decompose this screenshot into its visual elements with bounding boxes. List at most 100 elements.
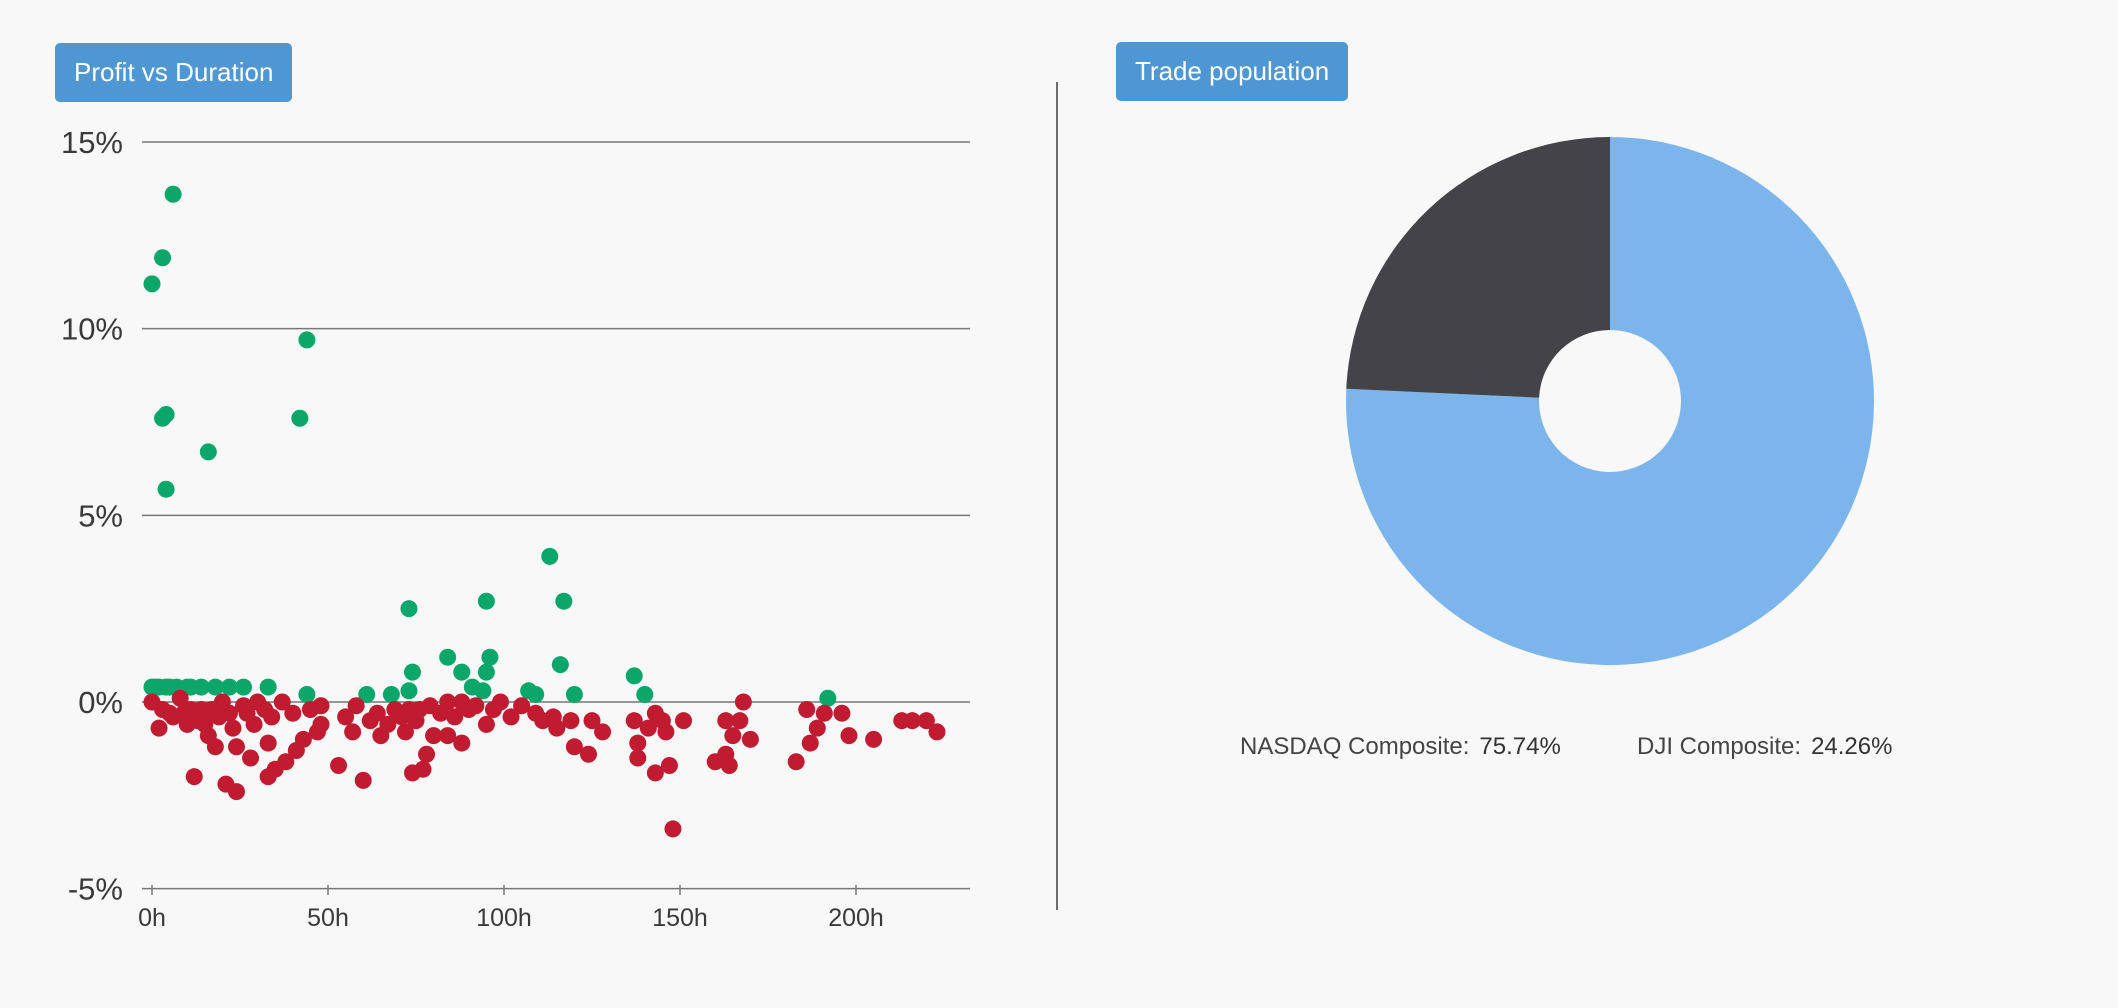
scatter-point-loss xyxy=(583,712,601,730)
scatter-point-loss xyxy=(639,719,657,737)
scatter-point-loss xyxy=(263,708,281,726)
panel-divider xyxy=(1056,82,1058,910)
scatter-point-profit xyxy=(819,689,837,707)
scatter-point-profit xyxy=(477,592,495,610)
scatter-point-loss xyxy=(787,753,805,771)
scatter-point-profit xyxy=(403,663,421,681)
scatter-point-loss xyxy=(917,712,935,730)
scatter-point-loss xyxy=(625,712,643,730)
scatter-point-profit xyxy=(298,686,316,704)
scatter-point-loss xyxy=(347,697,365,715)
scatter-point-loss xyxy=(277,753,295,771)
scatter-point-loss xyxy=(354,771,372,789)
scatter-chart-title: Profit vs Duration xyxy=(55,43,293,102)
scatter-point-profit xyxy=(164,185,182,203)
scatter-point-profit xyxy=(474,682,492,700)
scatter-point-loss xyxy=(227,738,245,756)
scatter-point-loss xyxy=(273,693,291,711)
scatter-point-loss xyxy=(242,749,260,767)
scatter-point-loss xyxy=(227,783,245,801)
scatter-point-loss xyxy=(224,719,242,737)
x-tick-label: 50h xyxy=(307,904,349,932)
scatter-point-loss xyxy=(660,756,678,774)
scatter-point-loss xyxy=(414,760,432,778)
scatter-point-profit xyxy=(477,663,495,681)
scatter-point-loss xyxy=(312,715,330,733)
scatter-point-loss xyxy=(171,689,189,707)
scatter-point-profit xyxy=(453,663,471,681)
legend-label-nasdaq: NASDAQ Composite: xyxy=(1240,733,1470,760)
pie-chart-title: Trade population xyxy=(1116,42,1349,101)
scatter-point-loss xyxy=(720,756,738,774)
scatter-point-profit xyxy=(199,443,217,461)
scatter-point-loss xyxy=(629,734,647,752)
scatter-point-loss xyxy=(467,697,485,715)
scatter-point-profit xyxy=(206,678,224,696)
x-tick-label: 100h xyxy=(476,904,532,932)
x-tick-label: 150h xyxy=(652,904,708,932)
scatter-point-loss xyxy=(734,693,752,711)
scatter-point-profit xyxy=(382,686,400,704)
scatter-y-axis: -5% 0% 5% 10% 15% xyxy=(61,125,123,907)
scatter-point-profit xyxy=(358,686,376,704)
scatter-point-loss xyxy=(284,704,302,722)
scatter-point-profit xyxy=(625,667,643,685)
pie-slice-nasdaq xyxy=(1346,137,1874,665)
scatter-point-loss xyxy=(675,712,693,730)
pie-slices xyxy=(1346,137,1874,665)
scatter-point-loss xyxy=(259,734,277,752)
scatter-point-profit xyxy=(259,678,277,696)
scatter-point-profit xyxy=(527,686,545,704)
scatter-point-loss xyxy=(245,715,263,733)
scatter-point-loss xyxy=(477,715,495,733)
scatter-point-loss xyxy=(594,723,612,741)
scatter-point-profit xyxy=(192,678,210,696)
scatter-point-loss xyxy=(312,697,330,715)
scatter-point-loss xyxy=(548,719,566,737)
scatter-point-profit xyxy=(400,682,418,700)
y-tick-label: 10% xyxy=(61,312,123,347)
legend-item-dji: DJI Composite: 24.26% xyxy=(1637,733,1892,761)
scatter-point-loss xyxy=(717,712,735,730)
y-tick-label: -5% xyxy=(68,872,123,907)
pie-slice-dji xyxy=(1346,137,1610,398)
scatter-point-loss xyxy=(330,756,348,774)
scatter-point-loss xyxy=(425,727,443,745)
scatter-point-profit xyxy=(541,547,559,565)
x-tick-label: 200h xyxy=(828,904,884,932)
scatter-point-profit xyxy=(157,406,175,424)
scatter-point-profit xyxy=(154,249,172,267)
scatter-point-loss xyxy=(903,712,921,730)
scatter-point-loss xyxy=(206,738,224,756)
scatter-point-loss xyxy=(294,730,312,748)
scatter-point-loss xyxy=(418,745,436,763)
scatter-point-profit xyxy=(555,592,573,610)
scatter-point-loss xyxy=(368,704,386,722)
scatter-point-loss xyxy=(502,708,520,726)
scatter-point-loss xyxy=(439,727,457,745)
scatter-point-loss xyxy=(808,719,826,737)
scatter-point-loss xyxy=(562,712,580,730)
scatter-point-loss xyxy=(657,723,675,741)
legend-value-nasdaq: 75.74% xyxy=(1479,733,1561,760)
scatter-point-loss xyxy=(833,704,851,722)
scatter-x-axis: 0h 50h 100h 150h 200h xyxy=(138,904,884,932)
scatter-point-loss xyxy=(741,730,759,748)
scatter-point-loss xyxy=(565,738,583,756)
y-tick-label: 15% xyxy=(61,125,123,160)
scatter-point-loss xyxy=(840,727,858,745)
scatter-point-loss xyxy=(579,745,597,763)
scatter-point-loss xyxy=(731,712,749,730)
legend-label-dji: DJI Composite: xyxy=(1637,733,1802,760)
scatter-point-loss xyxy=(453,734,471,752)
x-tick-label: 0h xyxy=(138,904,166,932)
scatter-point-loss xyxy=(150,719,168,737)
scatter-point-profit xyxy=(235,678,253,696)
scatter-point-loss xyxy=(396,723,414,741)
scatter-point-profit xyxy=(220,678,238,696)
scatter-point-loss xyxy=(337,708,355,726)
scatter-point-loss xyxy=(724,727,742,745)
scatter-point-loss xyxy=(798,700,816,718)
scatter-point-loss xyxy=(439,693,457,711)
scatter-point-loss xyxy=(220,704,238,722)
